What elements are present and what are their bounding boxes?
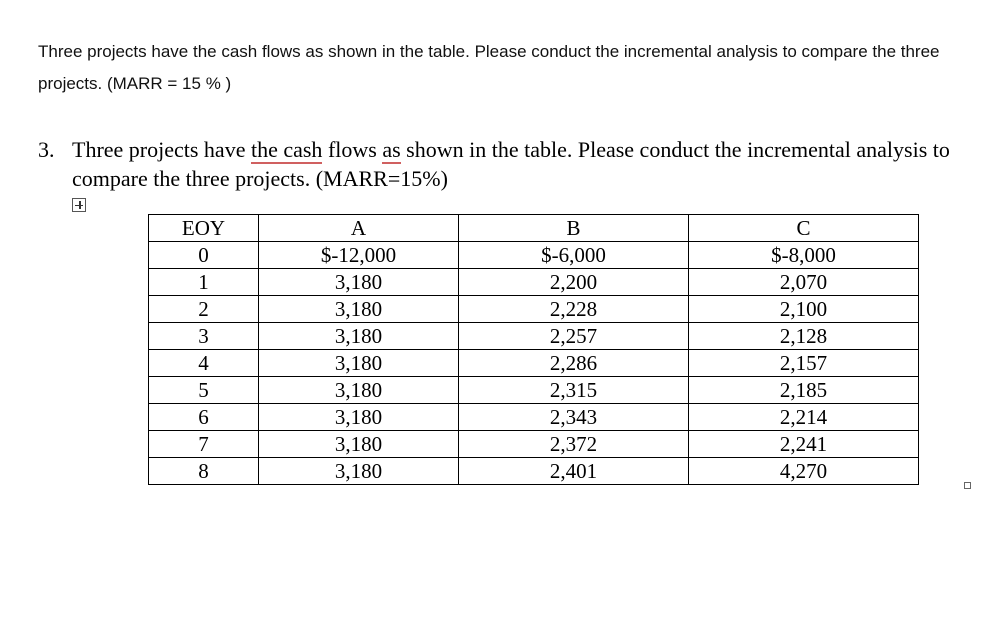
- table-row: 8 3,180 2,401 4,270: [149, 457, 919, 484]
- cell: 3,180: [259, 376, 459, 403]
- cell: 2,070: [689, 268, 919, 295]
- cell: 2,286: [459, 349, 689, 376]
- cell: 7: [149, 430, 259, 457]
- table-row: 0 $-12,000 $-6,000 $-8,000: [149, 241, 919, 268]
- cell: $-12,000: [259, 241, 459, 268]
- q-mid: flows: [322, 137, 382, 162]
- table-row: 5 3,180 2,315 2,185: [149, 376, 919, 403]
- table-row: 7 3,180 2,372 2,241: [149, 430, 919, 457]
- cell: 6: [149, 403, 259, 430]
- cell: 2: [149, 295, 259, 322]
- header-c: C: [689, 214, 919, 241]
- resize-handle-icon[interactable]: [964, 482, 971, 489]
- cell: 2,315: [459, 376, 689, 403]
- question-block: 3. Three projects have the cash flows as…: [38, 135, 967, 194]
- cell: $-8,000: [689, 241, 919, 268]
- header-b: B: [459, 214, 689, 241]
- cell: 8: [149, 457, 259, 484]
- table-row: 2 3,180 2,228 2,100: [149, 295, 919, 322]
- cell: 3,180: [259, 430, 459, 457]
- cell: 3,180: [259, 295, 459, 322]
- question-text: Three projects have the cash flows as sh…: [72, 135, 967, 194]
- cell: 0: [149, 241, 259, 268]
- cashflow-table: EOY A B C 0 $-12,000 $-6,000 $-8,000 1 3…: [148, 214, 919, 485]
- cell: 2,241: [689, 430, 919, 457]
- cell: 2,214: [689, 403, 919, 430]
- intro-text: Three projects have the cash flows as sh…: [38, 36, 967, 101]
- cell: 4,270: [689, 457, 919, 484]
- cell: 2,128: [689, 322, 919, 349]
- cell: 2,228: [459, 295, 689, 322]
- header-eoy: EOY: [149, 214, 259, 241]
- cell: 3,180: [259, 322, 459, 349]
- cell: 3,180: [259, 349, 459, 376]
- question-number: 3.: [38, 135, 72, 194]
- table-row: 1 3,180 2,200 2,070: [149, 268, 919, 295]
- q-underline-1: the cash: [251, 137, 322, 164]
- cell: 2,343: [459, 403, 689, 430]
- cell: 2,257: [459, 322, 689, 349]
- header-a: A: [259, 214, 459, 241]
- table-header-row: EOY A B C: [149, 214, 919, 241]
- cell: 2,401: [459, 457, 689, 484]
- table-row: 4 3,180 2,286 2,157: [149, 349, 919, 376]
- cell: 3,180: [259, 403, 459, 430]
- cell: 1: [149, 268, 259, 295]
- q-pre: Three projects have: [72, 137, 251, 162]
- cashflow-table-wrap: EOY A B C 0 $-12,000 $-6,000 $-8,000 1 3…: [148, 214, 967, 485]
- cell: 4: [149, 349, 259, 376]
- table-row: 6 3,180 2,343 2,214: [149, 403, 919, 430]
- cell: 3,180: [259, 457, 459, 484]
- cell: $-6,000: [459, 241, 689, 268]
- cell: 3,180: [259, 268, 459, 295]
- cell: 3: [149, 322, 259, 349]
- q-underline-2: as: [382, 137, 400, 164]
- cell: 5: [149, 376, 259, 403]
- cell: 2,157: [689, 349, 919, 376]
- cell: 2,200: [459, 268, 689, 295]
- cell: 2,185: [689, 376, 919, 403]
- table-row: 3 3,180 2,257 2,128: [149, 322, 919, 349]
- expand-icon[interactable]: [72, 198, 86, 212]
- cell: 2,372: [459, 430, 689, 457]
- cell: 2,100: [689, 295, 919, 322]
